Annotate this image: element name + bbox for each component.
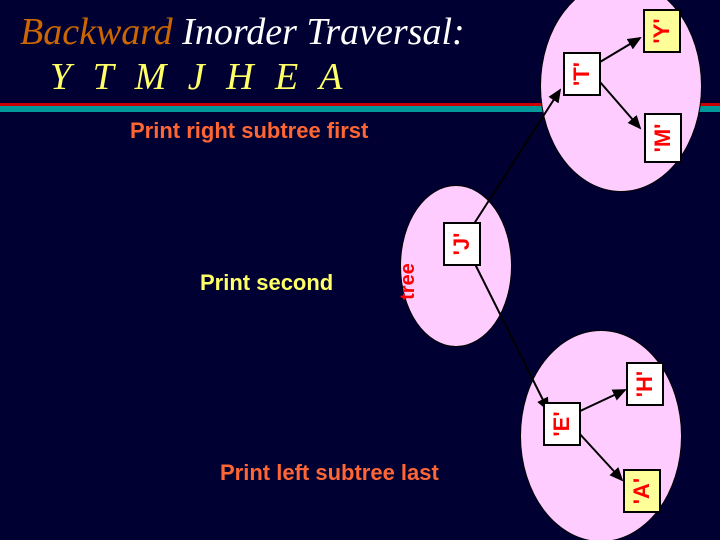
title-rest: Inorder Traversal: bbox=[173, 11, 465, 53]
tree-node-A: 'A' bbox=[623, 469, 661, 513]
tree-node-J: 'J' bbox=[443, 222, 481, 266]
tree-label: tree bbox=[397, 263, 420, 300]
label-print-right: Print right subtree first bbox=[130, 118, 368, 144]
title-accent: Backward bbox=[20, 11, 173, 53]
tree-node-E: 'E' bbox=[543, 402, 581, 446]
label-print-left: Print left subtree last bbox=[220, 460, 439, 486]
tree-node-H: 'H' bbox=[626, 362, 664, 406]
label-print-second: Print second bbox=[200, 270, 333, 296]
page-title: Backward Inorder Traversal: bbox=[20, 10, 465, 54]
tree-node-T: 'T' bbox=[563, 52, 601, 96]
tree-node-M: 'M' bbox=[644, 113, 682, 163]
tree-node-Y: 'Y' bbox=[643, 9, 681, 53]
sequence-output: Y T M J H E A bbox=[50, 55, 348, 99]
